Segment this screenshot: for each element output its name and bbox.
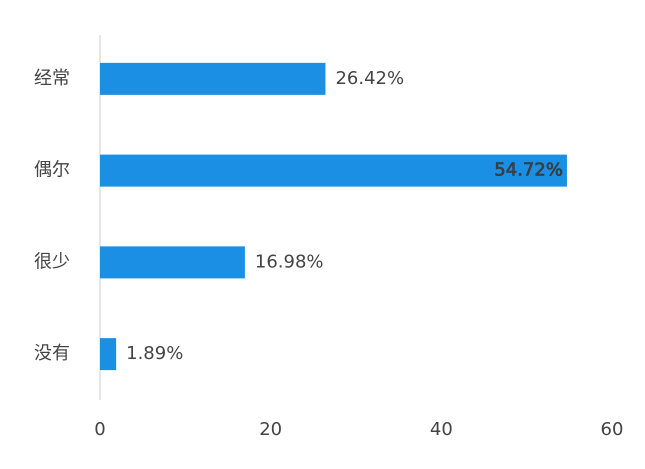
y-tick-label: 偶尔 [34, 160, 70, 181]
y-tick-label: 经常 [34, 68, 70, 89]
x-tick-label: 40 [430, 419, 453, 440]
x-tick-label: 0 [94, 419, 105, 440]
y-tick-label: 没有 [34, 343, 70, 364]
bar [100, 246, 245, 279]
bar [100, 62, 326, 95]
value-label: 54.72% [494, 160, 563, 181]
x-tick-label: 20 [259, 419, 282, 440]
x-tick-label: 60 [601, 419, 624, 440]
y-tick-label: 很少 [34, 251, 70, 272]
bar [100, 338, 117, 371]
value-label: 1.89% [126, 343, 183, 364]
value-label: 26.42% [335, 68, 404, 89]
bar [100, 154, 567, 187]
value-label: 16.98% [255, 251, 324, 272]
